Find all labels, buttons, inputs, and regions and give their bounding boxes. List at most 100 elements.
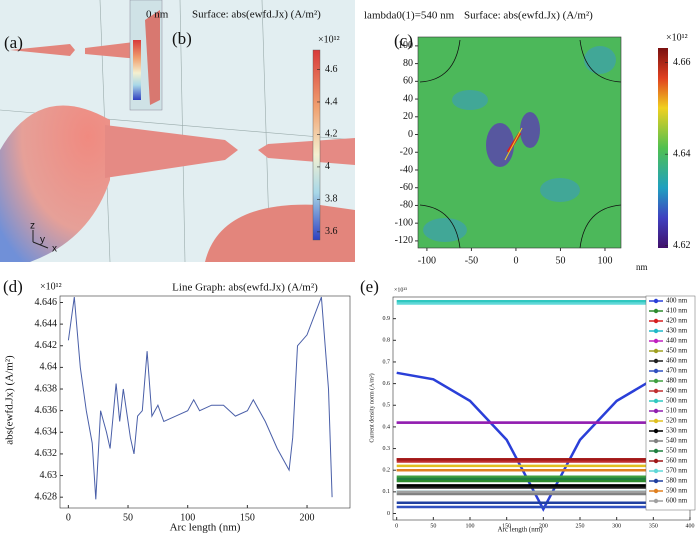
x-tick-label: 100 — [180, 512, 195, 523]
y-tick-label: 0 — [408, 129, 413, 140]
x-tick-label: 0 — [395, 523, 398, 529]
chart-subtitle: Surface: abs(ewfd.Jx) (A/m²) — [192, 9, 321, 21]
legend-marker — [653, 448, 659, 454]
legend-marker — [653, 408, 659, 414]
series-line — [67, 296, 333, 500]
colorbar-tick-label: 4.2 — [325, 129, 338, 140]
legend-marker — [653, 498, 659, 504]
panel-label: (d) — [3, 277, 23, 296]
legend-label: 570 nm — [666, 467, 688, 475]
x-axis-label: nm — [636, 262, 648, 272]
legend-marker — [653, 418, 659, 424]
legend-label: 470 nm — [666, 367, 688, 375]
colorbar-tick-label: 4.66 — [673, 57, 691, 68]
y-tick-label: 0.2 — [383, 468, 391, 474]
y-tick-label: 60 — [403, 76, 413, 87]
legend-marker — [653, 428, 659, 434]
y-tick-label: 4.642 — [35, 340, 58, 351]
plot-frame — [417, 36, 622, 249]
legend-label: 580 nm — [666, 477, 688, 485]
y-tick-label: 0.4 — [383, 424, 391, 430]
x-tick-label: 150 — [240, 512, 255, 523]
legend-marker — [653, 328, 659, 334]
y-tick-label: 0.5 — [383, 403, 391, 409]
y-tick-label: 0 — [387, 511, 390, 517]
y-tick-label: -20 — [400, 147, 413, 158]
legend-marker — [653, 488, 659, 494]
x-tick-label: -50 — [465, 255, 478, 266]
legend-marker — [653, 348, 659, 354]
legend-label: 520 nm — [666, 417, 688, 425]
legend-marker — [653, 298, 659, 304]
colorbar-tick-label: 3.8 — [325, 194, 338, 205]
legend-label: 540 nm — [666, 437, 688, 445]
y-tick-label: 0.1 — [383, 489, 391, 495]
x-tick-label: 300 — [612, 523, 621, 529]
chart-title: 0 nm — [146, 9, 169, 21]
axis-triad-label: y — [40, 235, 45, 246]
legend-label: 530 nm — [666, 427, 688, 435]
legend-label: 510 nm — [666, 407, 688, 415]
y-axis-label: abs(ewfd.Jx) (A/m²) — [4, 355, 16, 445]
field-map — [418, 37, 668, 249]
plot-frame — [392, 296, 691, 521]
plot-frame — [59, 295, 351, 509]
x-tick-label: 50 — [123, 512, 133, 523]
legend-marker — [653, 378, 659, 384]
y-tick-label: 4.632 — [35, 448, 58, 459]
legend-label: 600 nm — [666, 497, 688, 505]
y-tick-label: 0.8 — [383, 338, 391, 344]
legend-marker — [653, 308, 659, 314]
y-tick-label: -120 — [395, 235, 413, 246]
legend-label: 500 nm — [666, 397, 688, 405]
y-multiplier: ×10¹³ — [394, 287, 407, 293]
y-tick-label: 4.634 — [35, 427, 58, 438]
y-multiplier: ×10¹² — [40, 281, 62, 292]
render-3d — [0, 0, 356, 263]
y-axis-label: Current density norm (A/m²) — [368, 373, 375, 442]
x-tick-label: 100 — [597, 255, 612, 266]
series-line — [396, 371, 691, 512]
x-tick-label: 0 — [513, 255, 518, 266]
panel-label: (c) — [394, 31, 413, 50]
x-tick-label: 150 — [502, 523, 511, 529]
legend-label: 550 nm — [666, 447, 688, 455]
x-axis-label: Arc length (nm) — [170, 522, 241, 534]
x-tick-label: 50 — [430, 523, 436, 529]
y-tick-label: 20 — [403, 111, 413, 122]
legend-label: 400 nm — [666, 297, 688, 305]
y-tick-label: -60 — [400, 182, 413, 193]
y-tick-label: 80 — [403, 58, 413, 69]
legend-label: 560 nm — [666, 457, 688, 465]
legend-marker — [653, 358, 659, 364]
legend-marker — [653, 438, 659, 444]
x-tick-label: 50 — [555, 255, 565, 266]
legend-label: 460 nm — [666, 357, 688, 365]
y-tick-label: 4.64 — [40, 362, 58, 373]
x-axis-label: Arc length (nm) — [497, 526, 543, 534]
colorbar-tick-label: 4.62 — [673, 240, 691, 251]
y-tick-label: 4.646 — [35, 297, 58, 308]
axis-triad-label: z — [30, 221, 35, 232]
legend-marker — [653, 478, 659, 484]
legend-marker — [653, 318, 659, 324]
labels: (a) (b) (c) (d) (e) — [3, 29, 413, 296]
panel-label: (a) — [4, 33, 23, 52]
y-tick-label: 100 — [398, 40, 413, 51]
y-tick-label: 0.3 — [383, 446, 391, 452]
x-tick-label: 400 — [686, 523, 695, 529]
legend-label: 440 nm — [666, 337, 688, 345]
colorbar-label: ×10¹² — [318, 34, 340, 45]
x-tick-label: 200 — [539, 523, 548, 529]
legend-label: 490 nm — [666, 387, 688, 395]
y-tick-label: 4.63 — [40, 470, 58, 481]
legend-marker — [653, 388, 659, 394]
legend-marker — [653, 398, 659, 404]
colorbar-tick-label: 4.6 — [325, 64, 338, 75]
y-tick-label: 0.9 — [383, 316, 391, 322]
legend-label: 450 nm — [666, 347, 688, 355]
y-tick-label: 40 — [403, 93, 413, 104]
y-tick-label: -100 — [395, 217, 413, 228]
legend-marker — [653, 368, 659, 374]
